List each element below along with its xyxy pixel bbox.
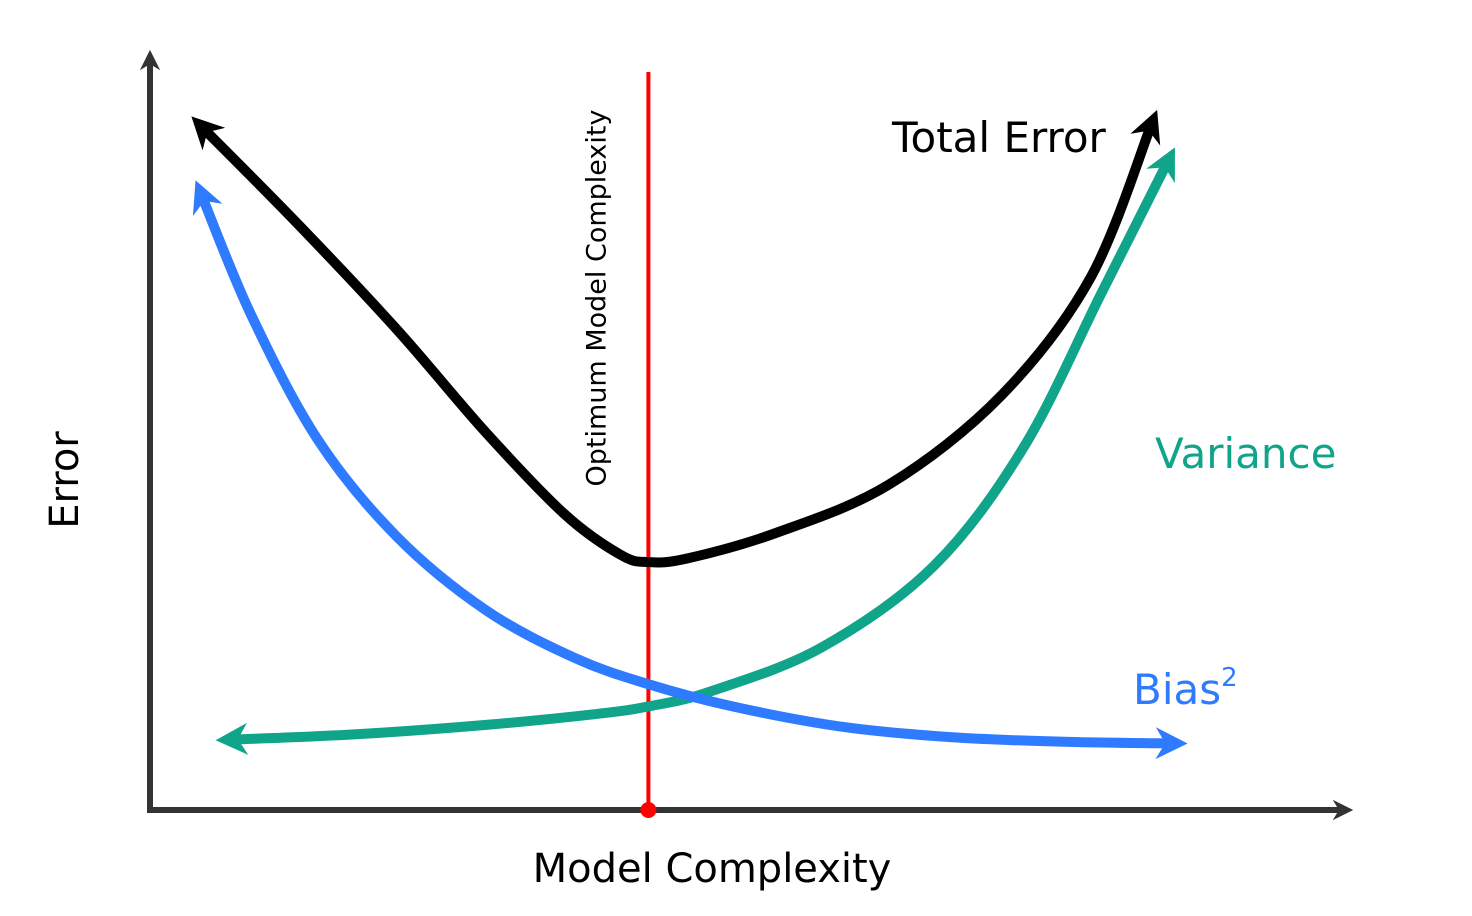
optimum-label: Optimum Model Complexity [581, 110, 612, 487]
y-axis-label: Error [42, 431, 88, 529]
series-label-variance: Variance [1155, 429, 1336, 478]
bias-label-text: Bias [1133, 665, 1221, 714]
series-line-total-error [191, 109, 1161, 568]
series-line-bias [192, 180, 1188, 760]
series-label-bias: Bias2 [1133, 663, 1238, 714]
series-line-variance [215, 147, 1175, 755]
series-label-total-error: Total Error [891, 113, 1107, 162]
bias-label-superscript: 2 [1221, 663, 1238, 693]
series-group [191, 109, 1188, 760]
optimum-point [640, 802, 657, 818]
x-axis-label: Model Complexity [533, 846, 892, 892]
